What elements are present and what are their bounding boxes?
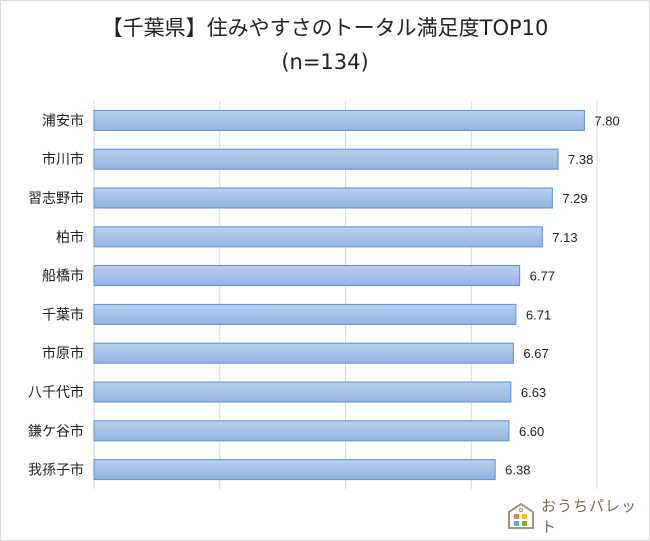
bar: [93, 187, 553, 209]
bar: [93, 303, 517, 325]
house-palette-icon: [508, 502, 534, 529]
value-label: 6.63: [521, 385, 546, 400]
bar: [93, 342, 514, 364]
bar: [93, 459, 496, 481]
value-label: 6.38: [505, 463, 530, 478]
logo-text: おうちパレット: [540, 497, 637, 536]
category-label: 柏市: [56, 229, 84, 246]
category-label: 市川市: [42, 151, 84, 168]
value-label: 7.29: [562, 191, 587, 206]
value-label: 7.13: [552, 230, 577, 245]
bar: [93, 226, 543, 248]
category-label: 鎌ケ谷市: [28, 423, 84, 440]
category-label: 八千代市: [28, 384, 84, 401]
chart-title: 【千葉県】住みやすさのトータル満足度TOP10 (n=134): [1, 11, 649, 79]
category-label: 我孫子市: [28, 462, 84, 479]
value-label: 7.38: [568, 152, 593, 167]
bar: [93, 265, 521, 287]
bar: [93, 420, 510, 442]
subtitle-text: (n=134): [281, 50, 369, 74]
bar: [93, 148, 559, 170]
category-label: 浦安市: [42, 112, 84, 129]
value-label: 6.71: [526, 307, 551, 322]
value-label: 7.80: [594, 113, 619, 128]
category-label: 習志野市: [28, 190, 84, 207]
title-text: 【千葉県】住みやすさのトータル満足度TOP10: [101, 16, 549, 40]
bar: [93, 381, 512, 403]
category-label: 船橋市: [42, 268, 84, 285]
logo: おうちパレット: [506, 495, 649, 537]
category-label: 千葉市: [42, 306, 84, 323]
value-label: 6.77: [530, 269, 555, 284]
bar: [93, 109, 585, 131]
value-label: 6.60: [519, 424, 544, 439]
category-label: 市原市: [42, 345, 84, 362]
value-label: 6.67: [523, 346, 548, 361]
